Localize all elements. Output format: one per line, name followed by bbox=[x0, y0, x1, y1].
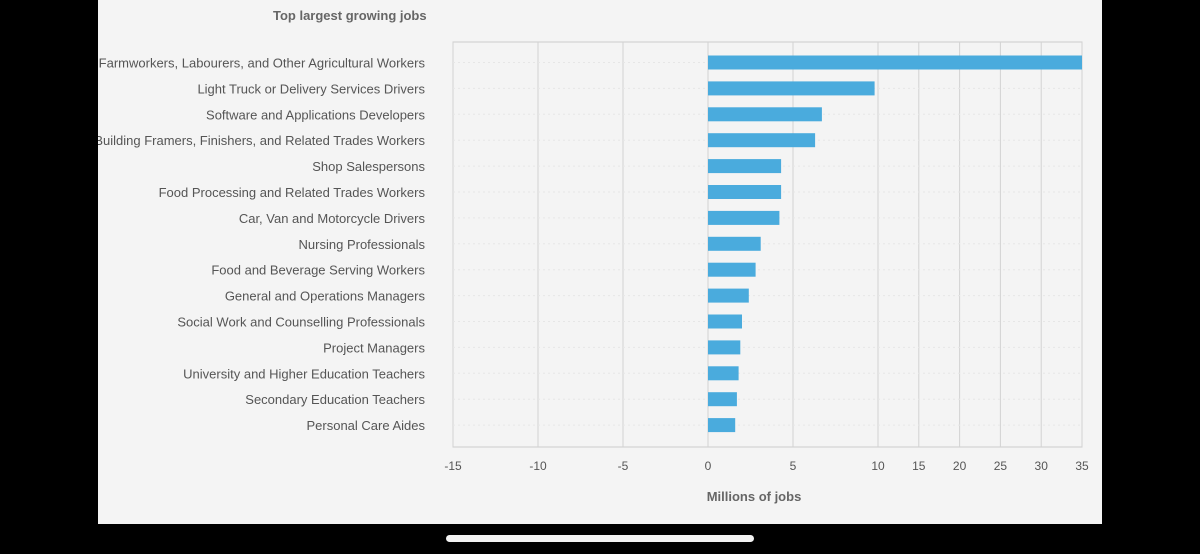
x-tick-label: 30 bbox=[1035, 459, 1049, 473]
x-tick-label: -15 bbox=[444, 459, 462, 473]
x-tick-label: 10 bbox=[871, 459, 885, 473]
category-label: Software and Applications Developers bbox=[206, 107, 425, 122]
plot-frame bbox=[452, 41, 1083, 448]
bar bbox=[708, 81, 875, 96]
category-labels: Farmworkers, Labourers, and Other Agricu… bbox=[98, 56, 426, 434]
x-axis-title: Millions of jobs bbox=[707, 489, 802, 504]
bar bbox=[708, 210, 780, 225]
category-label: Social Work and Counselling Professional… bbox=[177, 315, 425, 330]
x-tick-label: 20 bbox=[953, 459, 967, 473]
chart-screen: Top largest growing jobs Farmworkers, La… bbox=[98, 0, 1102, 524]
bar bbox=[708, 366, 739, 381]
bar bbox=[708, 314, 742, 329]
category-label: Project Managers bbox=[323, 340, 425, 355]
category-label: Car, Van and Motorcycle Drivers bbox=[239, 211, 426, 226]
bar bbox=[708, 236, 761, 251]
x-tick-label: 0 bbox=[705, 459, 712, 473]
bar bbox=[708, 418, 736, 433]
bar bbox=[708, 288, 749, 303]
bar bbox=[708, 340, 741, 355]
category-label: Food Processing and Related Trades Worke… bbox=[159, 185, 426, 200]
x-tick-label: -10 bbox=[529, 459, 547, 473]
category-label: Building Framers, Finishers, and Related… bbox=[98, 133, 425, 148]
category-label: University and Higher Education Teachers bbox=[183, 366, 425, 381]
bar bbox=[708, 185, 782, 199]
bar bbox=[708, 55, 1082, 70]
x-tick-label: 25 bbox=[994, 459, 1008, 473]
x-tick-label: 5 bbox=[790, 459, 797, 473]
gridlines bbox=[452, 42, 1083, 447]
bar bbox=[708, 133, 816, 148]
category-label: Farmworkers, Labourers, and Other Agricu… bbox=[99, 56, 426, 71]
x-tick-label: 15 bbox=[912, 459, 926, 473]
home-indicator bbox=[446, 535, 754, 542]
bar bbox=[708, 392, 737, 407]
category-label: Personal Care Aides bbox=[306, 418, 425, 433]
category-label: Shop Salespersons bbox=[312, 159, 425, 174]
x-tick-labels: -15 -10 -5 0 5 10 15 20 25 30 35 bbox=[444, 459, 1089, 473]
category-label: Food and Beverage Serving Workers bbox=[211, 263, 425, 278]
bar bbox=[708, 107, 822, 122]
x-tick-label: -5 bbox=[618, 459, 629, 473]
category-label: Secondary Education Teachers bbox=[245, 392, 425, 407]
category-label: Light Truck or Delivery Services Drivers bbox=[197, 81, 425, 96]
bar-chart: Top largest growing jobs Farmworkers, La… bbox=[98, 8, 1089, 504]
bar bbox=[708, 262, 756, 277]
bar bbox=[708, 159, 782, 174]
category-label: Nursing Professionals bbox=[299, 237, 426, 252]
category-label: General and Operations Managers bbox=[225, 289, 426, 304]
bars bbox=[708, 55, 1082, 433]
x-tick-label: 35 bbox=[1075, 459, 1089, 473]
chart-title: Top largest growing jobs bbox=[273, 8, 427, 23]
